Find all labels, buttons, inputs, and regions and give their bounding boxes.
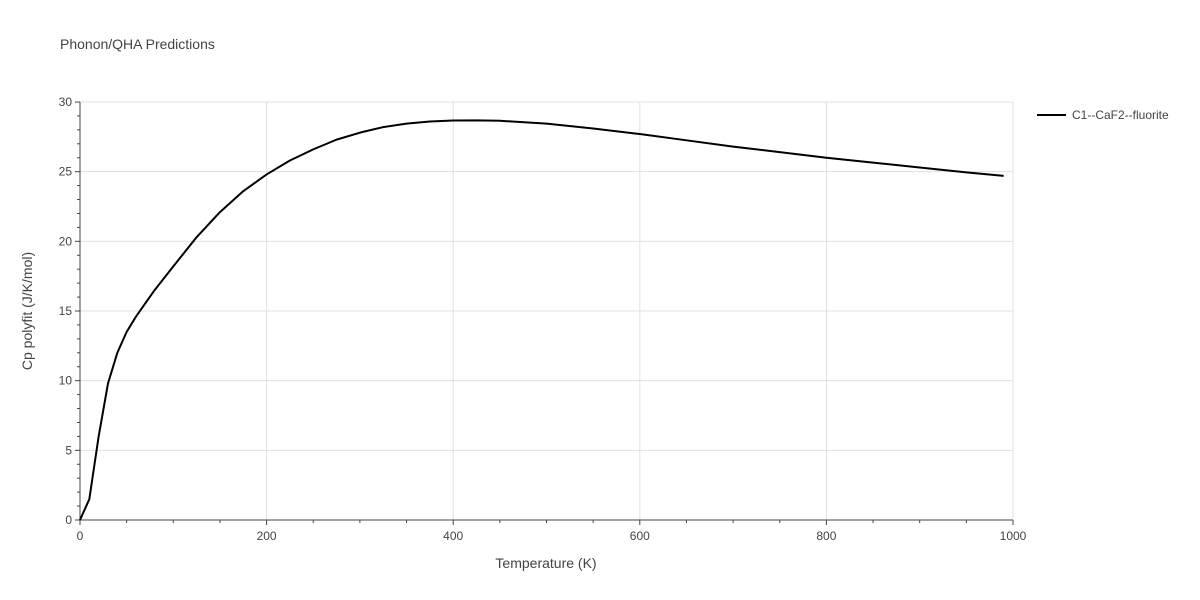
x-tick-label: 1000 [1000, 529, 1027, 543]
legend[interactable]: C1--CaF2--fluorite [1037, 108, 1169, 122]
legend-label[interactable]: C1--CaF2--fluorite [1072, 108, 1169, 122]
y-tick-label: 20 [59, 234, 73, 248]
x-tick-label: 800 [816, 529, 836, 543]
grid [80, 101, 1014, 520]
x-tick-label: 600 [630, 529, 650, 543]
series-lines [79, 119, 1004, 521]
x-axis-title: Temperature (K) [495, 555, 596, 571]
x-tick-label: 0 [77, 529, 84, 543]
y-axis-title: Cp polyfit (J/K/mol) [19, 252, 35, 370]
y-tick-label: 5 [65, 443, 72, 457]
y-tick-label: 0 [65, 513, 72, 527]
y-tick-labels: 0 5 10 15 20 25 30 [59, 95, 73, 527]
series-line-0 [79, 119, 1004, 521]
x-tick-label: 200 [257, 529, 277, 543]
x-tick-label: 400 [443, 529, 463, 543]
chart-title: Phonon/QHA Predictions [60, 36, 215, 52]
y-tick-label: 25 [59, 165, 73, 179]
x-tick-labels: 0 200 400 600 800 1000 [77, 529, 1027, 543]
axes [75, 101, 1014, 525]
y-tick-label: 15 [59, 304, 73, 318]
y-tick-label: 10 [59, 374, 73, 388]
y-tick-label: 30 [59, 95, 73, 109]
